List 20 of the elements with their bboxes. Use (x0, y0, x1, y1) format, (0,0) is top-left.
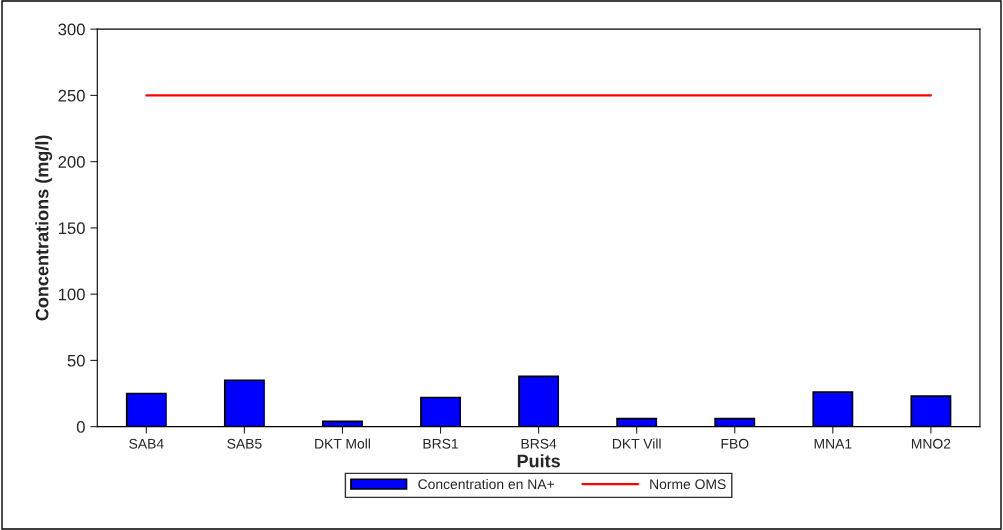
y-tick-label: 50 (67, 354, 85, 367)
y-tick-label: 100 (58, 288, 85, 301)
x-tick-label: MNA1 (814, 438, 852, 449)
y-tick-label: 250 (58, 89, 85, 102)
x-tick-label: SAB5 (227, 438, 262, 449)
y-tick-label: 150 (58, 222, 85, 235)
y-tick-label: 200 (58, 156, 85, 168)
legend-label: Concentration en NA+ (418, 478, 554, 490)
x-tick-label: BRS4 (521, 438, 557, 449)
x-tick-label: MNO2 (911, 438, 951, 449)
x-axis-title: Puits (517, 454, 560, 468)
legend-label: Norme OMS (650, 479, 726, 490)
x-tick-label: BRS1 (423, 438, 458, 449)
x-tick-label: SAB4 (129, 438, 164, 449)
x-tick-label: DKT Vill (612, 438, 661, 449)
y-axis-title: Concentrations (mg/l) (35, 135, 53, 321)
y-tick-label: 300 (58, 23, 85, 36)
x-tick-label: FBO (721, 438, 749, 449)
y-tick-label: 0 (76, 421, 85, 433)
x-tick-label: DKT Moll (315, 438, 370, 449)
